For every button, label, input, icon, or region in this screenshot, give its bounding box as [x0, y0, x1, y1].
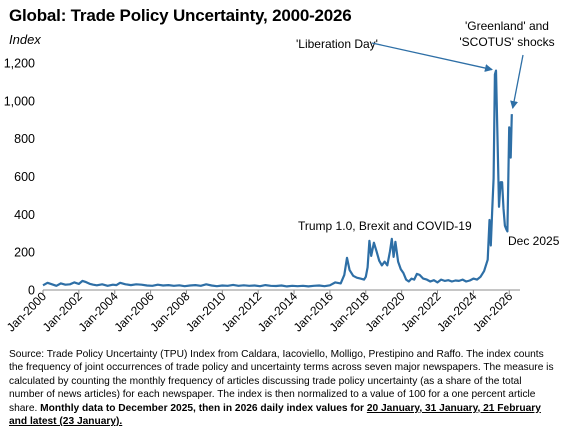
y-tick-label: 0 [28, 284, 35, 298]
annotation-arrow-liberation-day [371, 42, 493, 72]
annotation-liberation-day: 'Liberation Day' [296, 37, 378, 51]
annotation-arrow-greenland-scotus [510, 54, 524, 110]
y-tick-label: 200 [14, 246, 35, 260]
source-note-bold-dates: 20 January, 31 January, 21 February and … [9, 402, 541, 428]
y-tick-label: 600 [14, 170, 35, 184]
series-group [42, 69, 513, 288]
x-tick-label: Jan-2026 [470, 289, 516, 335]
annotation-dec-2025: Dec 2025 [508, 234, 560, 248]
annotation-greenland: 'Greenland' and [465, 19, 549, 33]
source-note-bold-lead: Monthly data to December 2025, then in 2… [40, 402, 365, 414]
source-note: Source: Trade Policy Uncertainty (TPU) I… [9, 348, 557, 428]
x-axis: Jan-2000Jan-2002Jan-2004Jan-2006Jan-2008… [4, 289, 520, 335]
line-chart: 0 200 400 600 800 1,000 1,200 Jan-2000Jan-2002… [4, 19, 560, 335]
annotation-scotus: 'SCOTUS' shocks [459, 35, 554, 49]
annotation-trump-brexit-covid: Trump 1.0, Brexit and COVID-19 [298, 219, 472, 233]
source-note-text: Source: Trade Policy Uncertainty (TPU) I… [9, 349, 554, 414]
y-tick-label: 1,200 [4, 57, 35, 71]
annotations: 'Liberation Day' 'Greenland' and 'SCOTUS' … [296, 19, 560, 248]
series-line [42, 69, 513, 288]
y-tick-label: 400 [14, 208, 35, 222]
y-axis: 0 200 400 600 800 1,000 1,200 [4, 57, 35, 298]
y-axis-unit-label: Index [9, 32, 41, 47]
y-tick-label: 1,000 [4, 94, 35, 108]
y-tick-label: 800 [14, 132, 35, 146]
page-title: Global: Trade Policy Uncertainty, 2000-2… [9, 6, 352, 25]
